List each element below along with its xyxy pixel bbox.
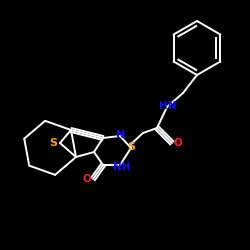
Text: NH: NH xyxy=(113,162,131,172)
Text: HN: HN xyxy=(159,101,177,111)
Text: O: O xyxy=(174,138,182,148)
Text: S: S xyxy=(49,138,57,148)
Text: S: S xyxy=(127,142,135,152)
Text: N: N xyxy=(116,130,126,140)
Text: O: O xyxy=(82,174,92,184)
